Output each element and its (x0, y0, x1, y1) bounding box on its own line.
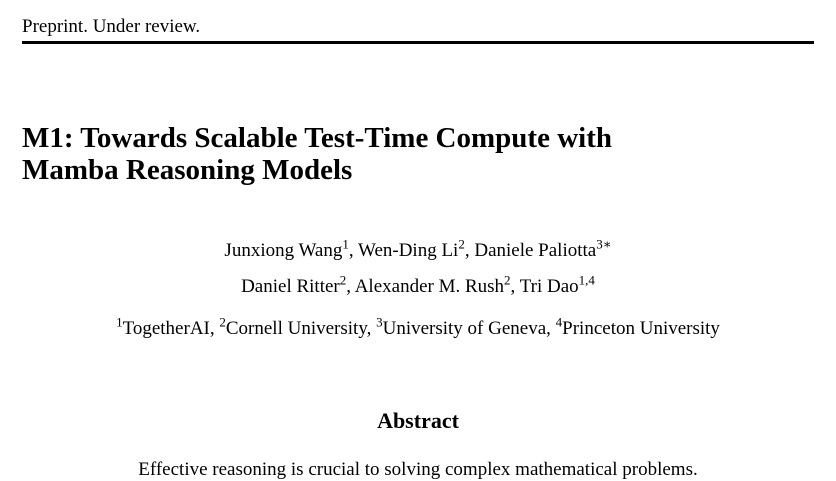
author-affiliation-mark: 2 (458, 236, 465, 252)
affiliation-name: University of Geneva (382, 318, 547, 339)
author-affiliation-mark: 2 (339, 272, 347, 288)
affiliation-name: TogetherAI (122, 318, 210, 339)
affiliation-mark: 3 (376, 314, 383, 330)
author-affiliation-mark: 1,4 (578, 272, 595, 288)
authors-line-1: Junxiong Wang1, Wen-Ding Li2, Daniele Pa… (0, 236, 836, 262)
affiliation-name: Princeton University (562, 318, 720, 339)
author-separator: , (464, 240, 475, 261)
author-affiliation-mark: 3∗ (596, 236, 612, 252)
abstract-heading: Abstract (377, 408, 459, 433)
paper-title: M1: Towards Scalable Test-Time Compute w… (22, 122, 612, 186)
author-name: Wen-Ding Li (358, 240, 459, 261)
header-rule (22, 41, 814, 44)
affiliations: 1TogetherAI, 2Cornell University, 3Unive… (0, 314, 836, 340)
affiliation-mark: 2 (219, 314, 226, 330)
affiliation-separator: , (209, 318, 220, 339)
paper-title-line-1: M1: Towards Scalable Test-Time Compute w… (22, 122, 612, 154)
affiliation-mark: 1 (116, 314, 123, 330)
affiliation-separator: , (546, 318, 556, 339)
author-name: Daniele Paliotta (474, 240, 597, 261)
author-name: Tri Dao (519, 276, 579, 297)
author-separator: , (510, 276, 520, 297)
running-header: Preprint. Under review. (22, 16, 201, 37)
author-separator: , (346, 276, 355, 297)
author-separator: , (348, 240, 359, 261)
author-name: Junxiong Wang (224, 240, 343, 261)
affiliation-separator: , (366, 318, 377, 339)
abstract-text: Effective reasoning is crucial to solvin… (138, 459, 698, 480)
author-name: Alexander M. Rush (354, 276, 505, 297)
author-affiliation-mark: 2 (504, 272, 511, 288)
paper-title-line-2: Mamba Reasoning Models (22, 154, 353, 186)
author-name: Daniel Ritter (241, 276, 340, 297)
affiliation-name: Cornell University (225, 318, 367, 339)
affiliation-mark: 4 (555, 314, 563, 330)
author-affiliation-mark: 1 (342, 236, 349, 252)
authors-line-2: Daniel Ritter2, Alexander M. Rush2, Tri … (0, 272, 836, 298)
